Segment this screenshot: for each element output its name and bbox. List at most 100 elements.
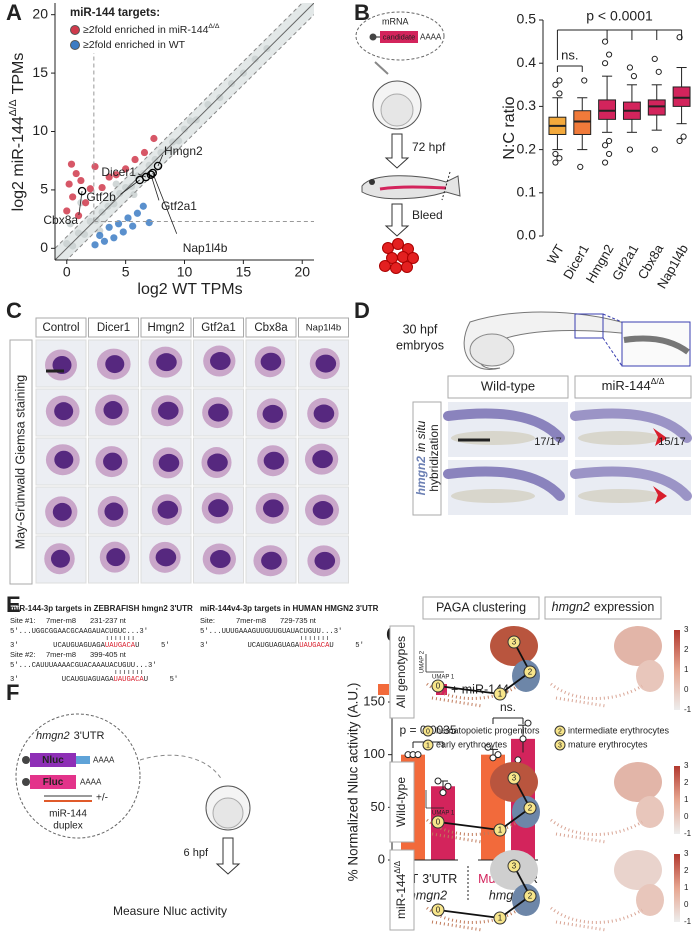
colorbar-tick-label: 0	[684, 685, 689, 694]
ish-yolk	[578, 431, 662, 445]
point	[139, 202, 147, 210]
y-tick-label: 20	[32, 5, 48, 21]
point	[105, 173, 113, 181]
target-sequence: 5'...UGGCGGAACGCAAGAUACUGUC...3'	[10, 628, 148, 636]
node-label: 3	[512, 774, 517, 783]
side-label: hmgn2 in situ	[414, 420, 428, 495]
side-box	[412, 401, 442, 516]
point	[251, 55, 259, 63]
nucleus	[158, 453, 180, 472]
gene-label: Gtf2b	[86, 190, 116, 204]
panel-letter: D	[354, 298, 370, 323]
nucleus	[103, 401, 123, 420]
panel-letter: E	[6, 592, 21, 617]
nucleus	[52, 502, 72, 521]
gene-label: Nap1l4b	[183, 241, 228, 255]
outlier	[601, 142, 609, 149]
node-label: 0	[436, 906, 441, 915]
column-header-label: Cbx8a	[254, 322, 288, 334]
outlier	[651, 55, 658, 62]
site-kind: 7mer-m8	[46, 650, 76, 659]
site-kind: 7mer-m8	[46, 616, 76, 625]
ish-tail	[570, 408, 692, 443]
point	[100, 237, 109, 245]
label-part: UAUGACA	[299, 642, 330, 650]
point	[86, 185, 94, 193]
paga-node	[493, 823, 507, 837]
legend-label: ≥2fold enriched in WT	[83, 39, 186, 51]
y-tick-label: 0.4	[517, 54, 537, 70]
column-header	[422, 596, 540, 620]
node-label: 1	[498, 690, 503, 699]
node-label: 2	[528, 892, 533, 901]
column-header	[298, 317, 349, 338]
annotation: ns.	[500, 700, 516, 714]
paga-node	[431, 815, 445, 829]
y-tick-label: 150	[363, 693, 385, 708]
zoom-line	[602, 313, 623, 323]
y-axis-label: % Normalized Nluc activity (A.U.)	[346, 683, 361, 882]
eye	[369, 179, 375, 185]
label-part: 3' UCAUGUAGUAGA	[10, 676, 114, 684]
nluc-box	[30, 753, 76, 767]
nucleus	[157, 500, 179, 519]
colorbar	[674, 854, 680, 922]
point	[129, 222, 137, 230]
nucleus	[208, 499, 229, 518]
column-header	[35, 317, 87, 338]
node-label: 3	[512, 638, 517, 647]
y-tick-label: 0.2	[517, 140, 537, 156]
point	[67, 160, 76, 168]
umap-axis-label: UMAP 1	[432, 675, 455, 681]
colorbar	[674, 630, 680, 710]
y-tick-label: 5	[40, 181, 48, 197]
outlier	[601, 38, 609, 45]
y-tick-label: 100	[363, 746, 385, 761]
label-part: 3' UCAUGUAGUAGA	[10, 642, 106, 650]
node-label: 0	[436, 682, 441, 691]
leader-line	[152, 172, 178, 234]
outlier	[605, 150, 613, 158]
y-axis-label: N:C ratio	[501, 96, 518, 159]
colorbar-tick-label: 1	[684, 795, 689, 804]
point	[151, 155, 159, 164]
yolk	[212, 797, 244, 829]
nucleus	[103, 452, 123, 471]
fold-line	[55, 3, 303, 249]
point	[96, 231, 104, 240]
point	[105, 223, 113, 231]
y-tick-label: 50	[371, 799, 385, 814]
cut-line	[441, 171, 451, 201]
cap	[22, 756, 30, 764]
label-part: UAUGACA	[105, 642, 136, 650]
outlier	[605, 51, 613, 58]
x-tick-label: 5	[122, 264, 130, 280]
outlier	[626, 64, 634, 71]
umap-cluster	[636, 884, 664, 916]
plasmid-outline	[355, 11, 445, 61]
paga-node	[507, 635, 521, 649]
x-tick-label: 10	[177, 264, 193, 280]
legend-label: intermediate erythrocytes	[568, 725, 670, 735]
umap-cluster	[636, 796, 664, 828]
replicate-point	[489, 754, 497, 762]
umap-trail	[550, 682, 643, 708]
blood-cell	[379, 260, 391, 272]
point	[145, 161, 153, 169]
point	[104, 202, 112, 210]
paga-node	[523, 665, 537, 679]
annotation: p < 0.0001	[586, 8, 653, 24]
nucleus	[208, 403, 229, 422]
paga-node	[523, 801, 537, 815]
x-tick-label: 20	[294, 264, 310, 280]
label-part: expression	[594, 600, 654, 614]
umap-trail	[550, 906, 643, 932]
leader-line	[157, 154, 164, 167]
colorbar-tick-label: 3	[684, 761, 689, 770]
paga-edge	[437, 821, 501, 831]
readout-label: Measure Nluc activity	[113, 904, 227, 918]
nucleus	[263, 499, 284, 518]
label-part: hmgn2	[552, 600, 590, 614]
point	[150, 134, 158, 143]
colorbar-tick-label: -1	[684, 705, 692, 714]
